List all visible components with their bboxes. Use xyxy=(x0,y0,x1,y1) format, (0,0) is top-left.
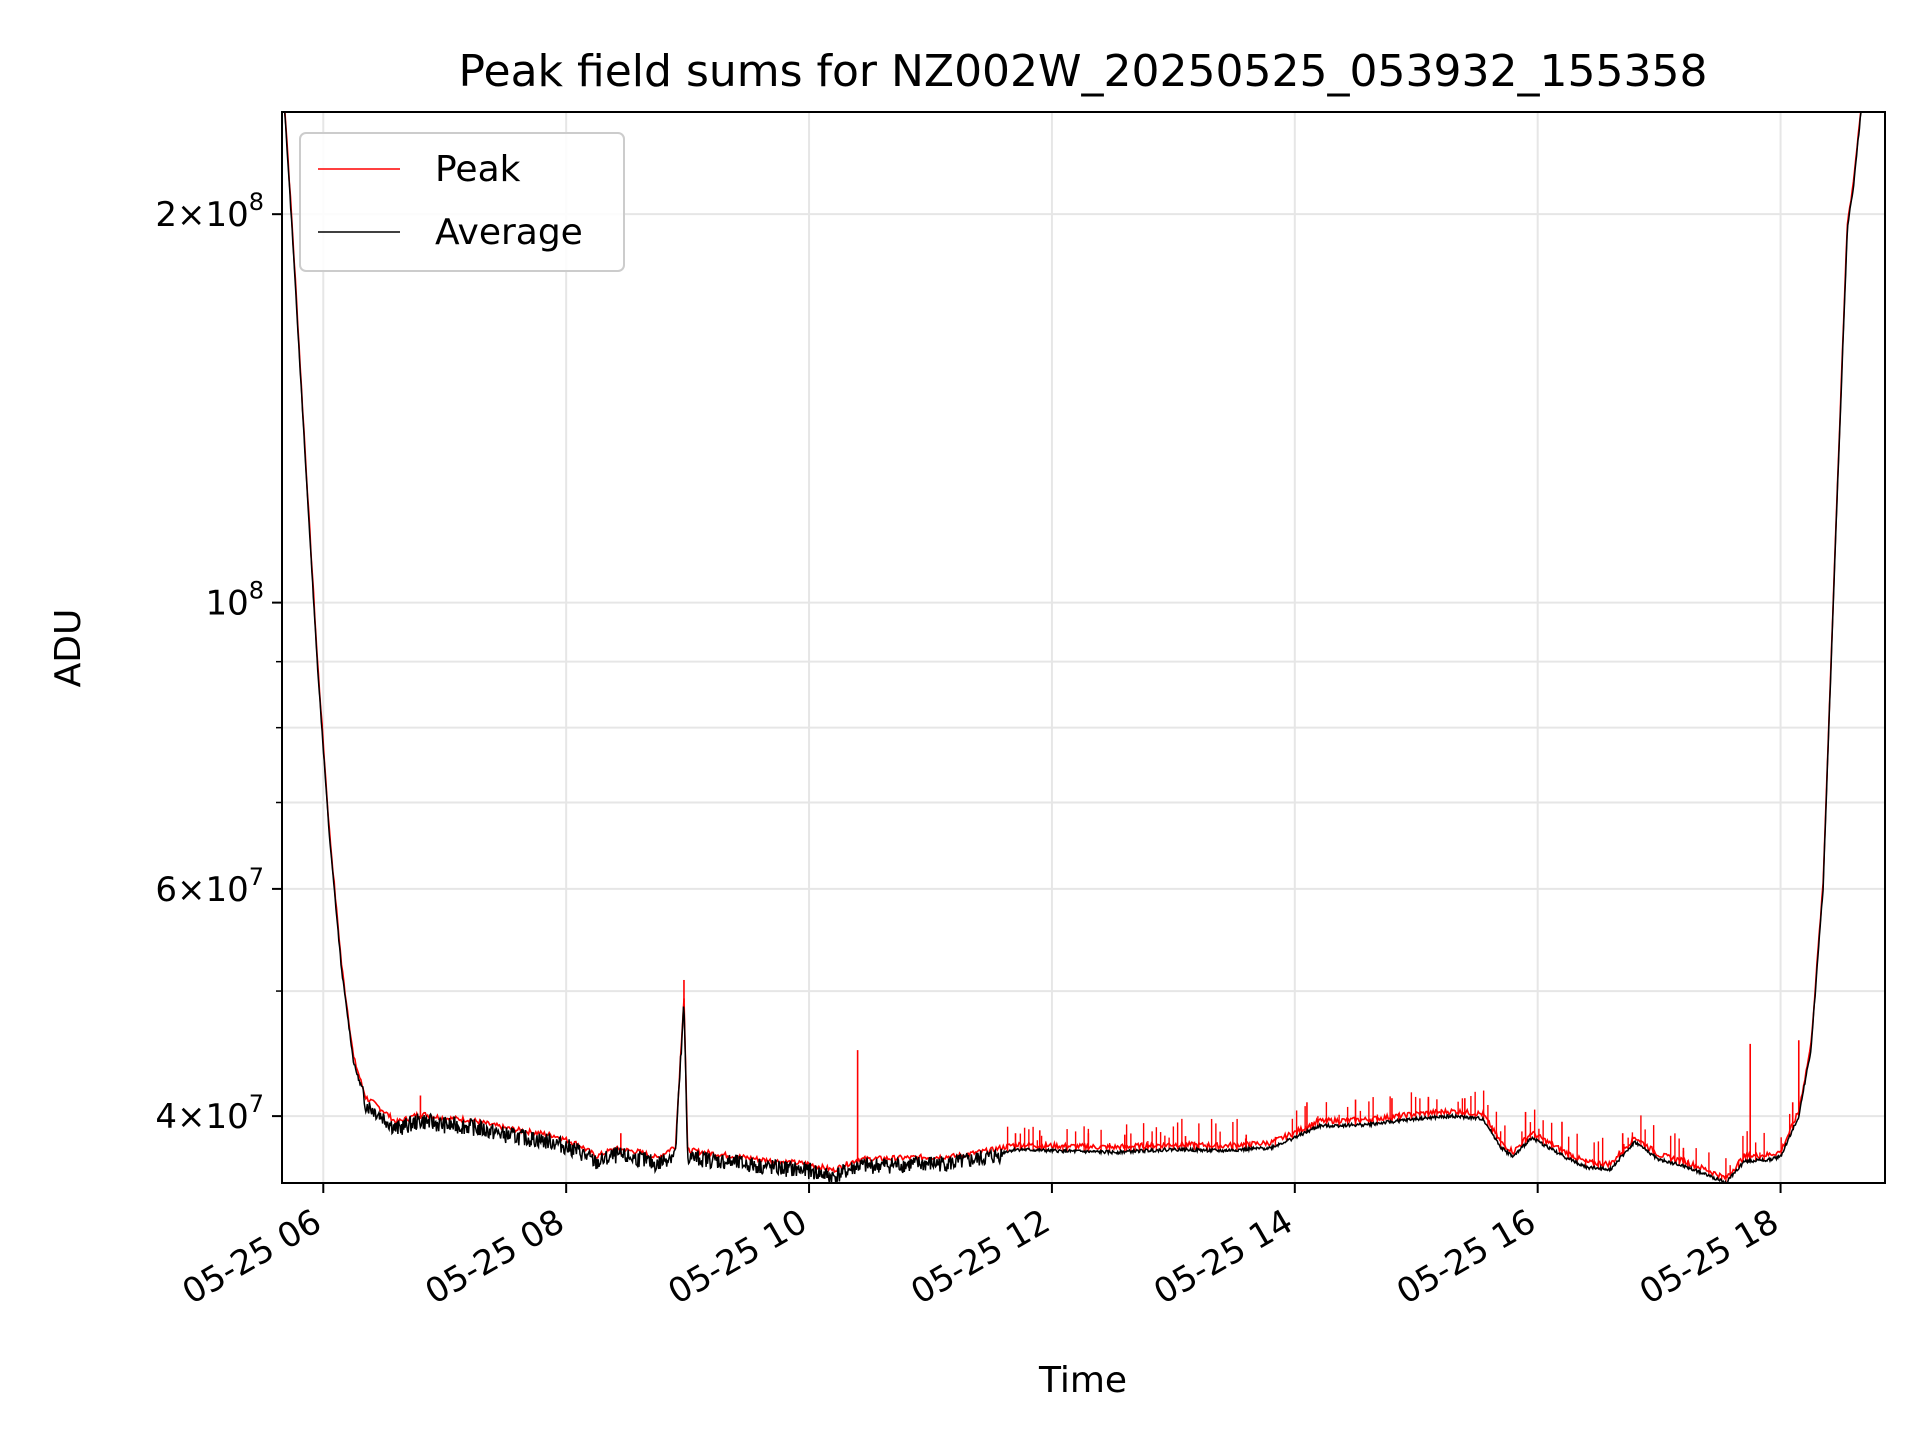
x-axis-label: Time xyxy=(1038,1360,1127,1401)
legend-peak-label: Peak xyxy=(435,149,521,190)
y-tick-label: 4×107 xyxy=(155,1090,264,1137)
average-line xyxy=(283,112,1862,1183)
series-average xyxy=(283,112,1862,1183)
legend-box xyxy=(299,132,625,272)
y-tick-label: 2×108 xyxy=(155,188,264,235)
legend: Peak Average xyxy=(299,132,625,272)
grid-lines xyxy=(282,112,1885,1183)
plot-frame xyxy=(281,111,1886,1184)
chart-title: Peak field sums for NZ002W_20250525_0539… xyxy=(459,46,1708,97)
y-axis-label: ADU xyxy=(48,609,89,688)
series-layer xyxy=(283,112,1862,1183)
legend-average-label: Average xyxy=(435,212,583,253)
y-tick-label: 108 xyxy=(205,577,264,624)
y-tick-label: 6×107 xyxy=(155,863,264,910)
